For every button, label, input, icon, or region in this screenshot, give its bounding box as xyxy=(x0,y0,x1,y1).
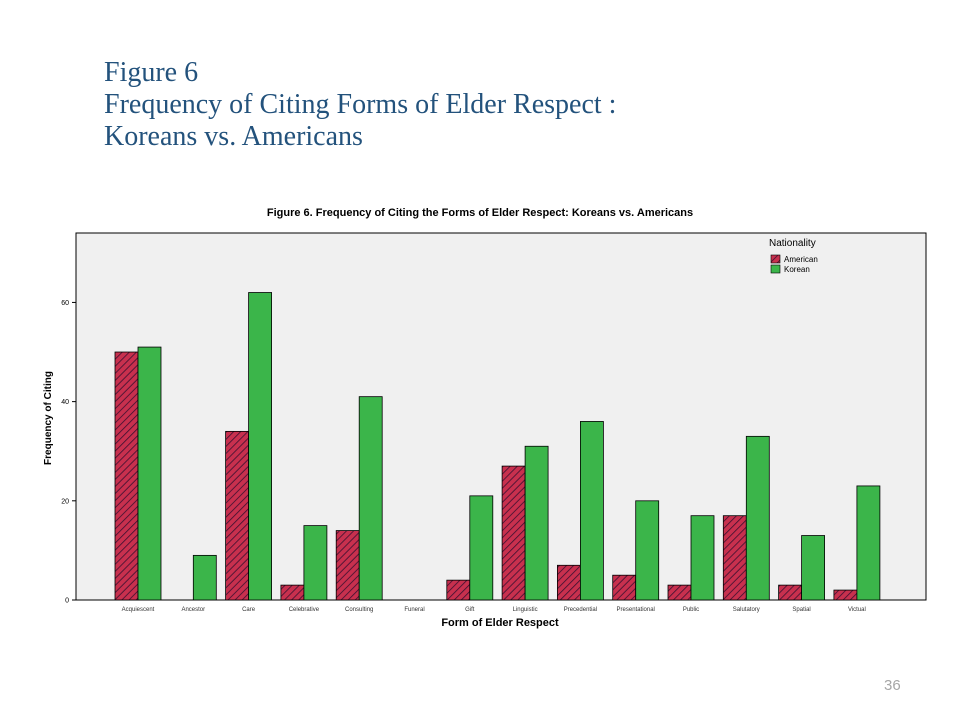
bar-korean-care xyxy=(248,292,273,601)
x-tick-label: Spatial xyxy=(792,607,810,613)
x-tick-label: Linguistic xyxy=(513,607,538,613)
x-tick-label: Presentational xyxy=(617,607,655,613)
x-axis-label: Form of Elder Respect xyxy=(441,617,559,629)
bar-korean-precedential xyxy=(580,421,604,601)
bar-american-care xyxy=(225,430,250,601)
bar-american-spatial xyxy=(778,584,802,601)
x-tick-label: Precedential xyxy=(564,607,597,613)
bar-american-public xyxy=(667,584,692,601)
y-tick-label: 0 xyxy=(65,598,69,605)
bar-korean-ancestor xyxy=(192,554,217,601)
bar-korean-consulting xyxy=(358,396,383,601)
y-axis-label: Frequency of Citing xyxy=(43,371,54,465)
x-tick-label: Salutatory xyxy=(733,607,760,613)
bar-korean-linguistic xyxy=(524,445,549,601)
y-tick-label: 20 xyxy=(61,498,69,505)
legend-label-american: American xyxy=(784,255,818,264)
y-axis: 0 20 40 60 xyxy=(61,300,76,605)
bar-korean-public xyxy=(690,515,715,601)
y-tick-label: 60 xyxy=(61,300,69,307)
slide-title-line-3: Koreans vs. Americans xyxy=(104,121,363,152)
legend-swatch-korean xyxy=(770,264,781,274)
bar-american-acquiescent xyxy=(114,351,139,601)
plot-area xyxy=(75,232,927,601)
bar-american-gift xyxy=(446,579,471,601)
bar-american-victual xyxy=(833,589,858,601)
bar-korean-celebrative xyxy=(303,525,328,601)
x-tick-label: Public xyxy=(683,607,699,613)
bar-american-precedential xyxy=(557,564,581,601)
x-axis: Acquiescent Ancestor Care Celebrative Consul… xyxy=(122,607,866,613)
slide-title: Figure 6 Frequency of Citing Forms of El… xyxy=(104,57,616,153)
slide-title-line-1: Figure 6 xyxy=(104,57,199,88)
bar-american-celebrative xyxy=(280,584,305,601)
bar-korean-gift xyxy=(469,495,494,601)
bar-american-linguistic xyxy=(501,465,526,601)
x-tick-label: Ancestor xyxy=(181,607,205,613)
slide-title-line-2: Frequency of Citing Forms of Elder Respe… xyxy=(104,89,617,120)
x-tick-label: Consulting xyxy=(345,607,373,613)
legend-label-korean: Korean xyxy=(784,265,810,274)
legend-swatch-american xyxy=(770,254,781,264)
x-tick-label: Care xyxy=(242,607,256,613)
x-tick-label: Acquiescent xyxy=(122,607,155,613)
bar-korean-acquiescent xyxy=(137,346,162,601)
x-tick-label: Gift xyxy=(465,607,475,613)
legend-title: Nationality xyxy=(769,238,816,249)
bar-american-presentational xyxy=(612,574,637,601)
bar-korean-salutatory xyxy=(745,435,770,601)
bar-american-salutatory xyxy=(722,515,747,601)
bars xyxy=(114,292,881,601)
bar-korean-victual xyxy=(856,485,881,601)
x-tick-label: Funeral xyxy=(404,607,424,613)
bar-american-consulting xyxy=(335,530,360,601)
bar-korean-presentational xyxy=(635,500,660,601)
x-tick-label: Victual xyxy=(848,607,866,613)
chart-title: Figure 6. Frequency of Citing the Forms … xyxy=(267,207,693,219)
x-tick-label: Celebrative xyxy=(289,607,320,613)
y-tick-label: 40 xyxy=(61,399,69,406)
bar-korean-spatial xyxy=(801,535,825,601)
page-number: 36 xyxy=(884,677,901,694)
